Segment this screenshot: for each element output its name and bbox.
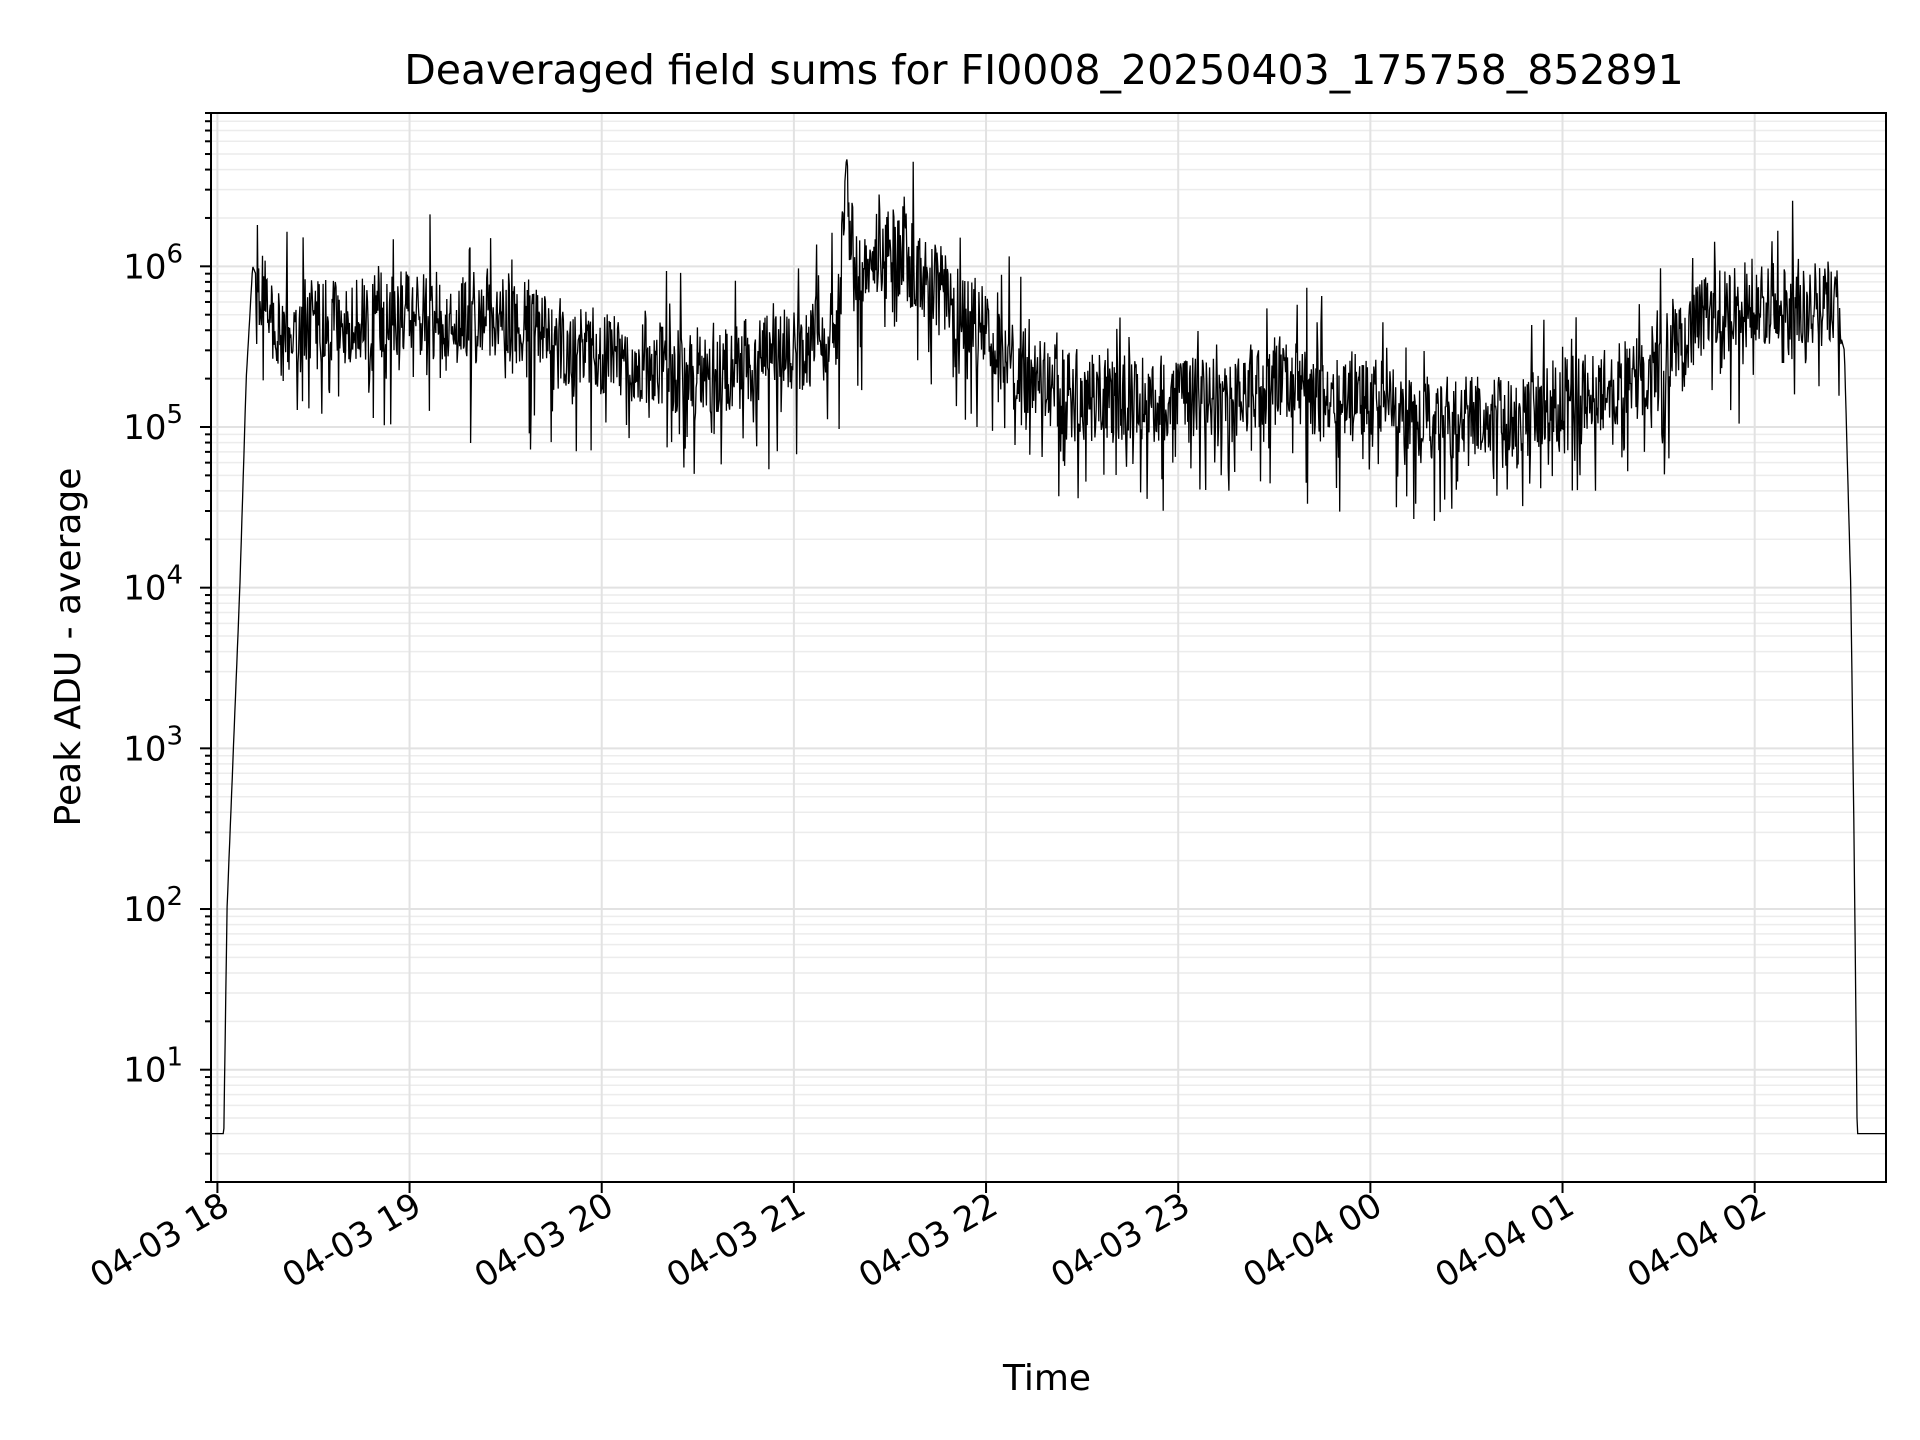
axis-ticks bbox=[200, 112, 1756, 1193]
y-tick-label: 104 bbox=[123, 561, 183, 609]
x-axis-label: Time bbox=[1002, 1358, 1091, 1399]
y-tick-label: 105 bbox=[123, 400, 183, 448]
grid bbox=[211, 112, 1886, 1183]
y-tick-label: 106 bbox=[123, 239, 183, 287]
series-line-peak-adu bbox=[211, 159, 1886, 1135]
plot-frame bbox=[210, 112, 1887, 1183]
y-tick-labels: 101 102 103 104 105 106 bbox=[123, 239, 183, 1090]
chart-title: Deaveraged field sums for FI0008_2025040… bbox=[404, 46, 1684, 94]
y-tick-label: 103 bbox=[123, 721, 183, 769]
y-tick-label: 101 bbox=[123, 1043, 183, 1091]
y-axis-label: Peak ADU - average bbox=[48, 468, 89, 827]
y-tick-label: 102 bbox=[123, 882, 183, 930]
